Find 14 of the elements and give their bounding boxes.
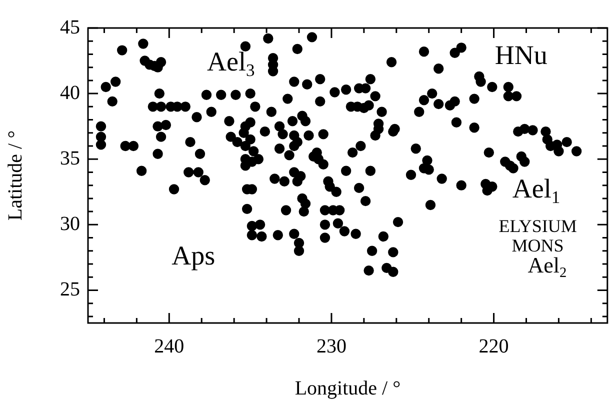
y-axis-title: Latitude / ° [4,130,26,221]
annotation: HNu [494,40,548,70]
y-tick-label: 35 [60,147,80,170]
x-axis-title: Longitude / ° [294,377,401,400]
x-tick-label: 230 [316,335,346,358]
y-tick-label: 25 [60,278,80,300]
y-tick-label: 40 [60,82,80,104]
annotation: MONS [512,236,564,256]
annotation: Aps [172,240,216,271]
annotation: ELYSIUM [498,216,577,236]
y-tick-label: 30 [60,212,80,235]
x-tick-label: 220 [478,335,509,358]
x-tick-label: 240 [154,335,184,358]
y-tick-label: 45 [60,16,80,38]
